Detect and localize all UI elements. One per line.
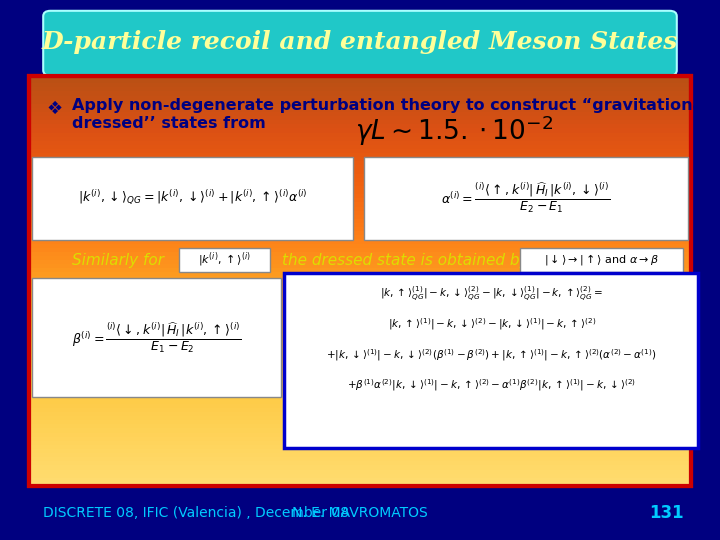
Text: dressed’’ states from: dressed’’ states from	[72, 116, 266, 131]
Text: $\beta^{(i)} = \dfrac{{}^{(i)}\langle\downarrow,k^{(i)}|\,\widehat{H}_{I}\,|k^{(: $\beta^{(i)} = \dfrac{{}^{(i)}\langle\do…	[72, 320, 242, 355]
Text: the dressed state is obtained by: the dressed state is obtained by	[282, 253, 528, 268]
FancyBboxPatch shape	[179, 248, 270, 272]
Text: $\gamma L \sim 1.5.\cdot 10^{-2}$: $\gamma L \sim 1.5.\cdot 10^{-2}$	[354, 113, 553, 148]
Text: DISCRETE 08, IFIC (Valencia) , December 08: DISCRETE 08, IFIC (Valencia) , December …	[43, 506, 349, 520]
FancyBboxPatch shape	[32, 157, 353, 240]
FancyBboxPatch shape	[520, 248, 683, 272]
Text: 131: 131	[649, 504, 684, 522]
Text: $+|k,\downarrow\rangle^{(1)}|-k,\downarrow\rangle^{(2)}(\beta^{(1)}-\beta^{(2)}): $+|k,\downarrow\rangle^{(1)}|-k,\downarr…	[326, 347, 657, 363]
Text: $+\beta^{(1)}\alpha^{(2)}|k,\downarrow\rangle^{(1)}|-k,\uparrow\rangle^{(2)} - \: $+\beta^{(1)}\alpha^{(2)}|k,\downarrow\r…	[347, 377, 636, 393]
Text: N. E. MAVROMATOS: N. E. MAVROMATOS	[292, 506, 428, 520]
Text: Apply non-degenerate perturbation theory to construct “gravitationallyy: Apply non-degenerate perturbation theory…	[72, 98, 720, 113]
Text: Similarly for: Similarly for	[72, 253, 164, 268]
FancyBboxPatch shape	[43, 11, 677, 76]
Text: $|k,\uparrow\rangle^{(1)}|-k,\downarrow\rangle^{(2)} - |k,\downarrow\rangle^{(1): $|k,\uparrow\rangle^{(1)}|-k,\downarrow\…	[387, 316, 596, 332]
Text: $|\downarrow\rangle \rightarrow |\uparrow\rangle$ and $\alpha \rightarrow \beta$: $|\downarrow\rangle \rightarrow |\uparro…	[544, 252, 659, 267]
FancyBboxPatch shape	[29, 76, 691, 486]
Text: $|k^{(i)},\uparrow\rangle^{(i)}$: $|k^{(i)},\uparrow\rangle^{(i)}$	[198, 251, 251, 269]
Text: $|k,\uparrow\rangle^{(1)}_{QG}|-k,\downarrow\rangle^{(2)}_{QG} - |k,\downarrow\r: $|k,\uparrow\rangle^{(1)}_{QG}|-k,\downa…	[380, 285, 603, 304]
Text: ❖: ❖	[47, 100, 63, 118]
Text: D-particle recoil and entangled Meson States: D-particle recoil and entangled Meson St…	[42, 30, 678, 54]
FancyBboxPatch shape	[364, 157, 688, 240]
Text: $\alpha^{(i)} = \dfrac{{}^{(i)}\langle\uparrow,k^{(i)}|\,\widehat{H}_{I}\,|k^{(i: $\alpha^{(i)} = \dfrac{{}^{(i)}\langle\u…	[441, 181, 610, 215]
FancyBboxPatch shape	[32, 278, 281, 397]
Text: $|k^{(i)},\downarrow\rangle_{QG} = |k^{(i)},\downarrow\rangle^{(i)} + |k^{(i)},\: $|k^{(i)},\downarrow\rangle_{QG} = |k^{(…	[78, 189, 308, 207]
FancyBboxPatch shape	[284, 273, 698, 448]
